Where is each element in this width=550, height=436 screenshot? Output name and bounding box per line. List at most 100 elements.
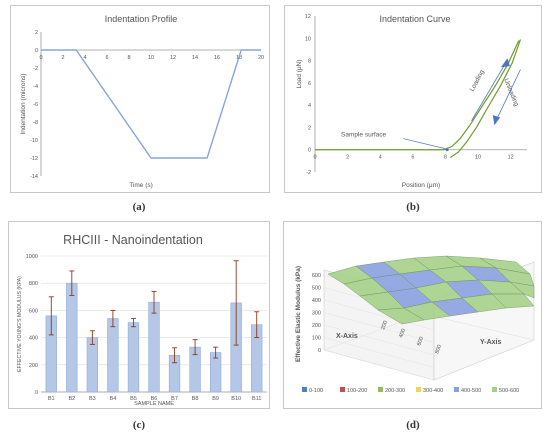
y-tick-label: -2 <box>33 66 38 72</box>
legend-label: 0-100 <box>309 388 323 394</box>
z-axis-label: Effective Elastic Modulus (kPa) <box>295 266 302 362</box>
z-gridline <box>323 299 435 331</box>
y-tick-label: 0 <box>35 48 38 54</box>
y-tick-label: 400 <box>29 336 38 342</box>
y-tick-label: 1000 <box>26 254 38 260</box>
x-tick-label: 400 <box>398 328 407 339</box>
bar-b3 <box>86 337 99 393</box>
x-axis-label: Time (s) <box>129 182 153 189</box>
x-tick-label: B7 <box>171 396 178 402</box>
x-tick-label: B3 <box>89 396 96 402</box>
x-axis-label: SAMPLE NAME <box>134 401 174 407</box>
annotation-unloading: Unloading <box>502 78 520 108</box>
y-axis-label: Load (μN) <box>296 59 303 88</box>
legend-label: 100-200 <box>347 388 367 394</box>
surface-facet <box>509 281 535 299</box>
y-tick-label: -10 <box>30 138 38 144</box>
z-gridline <box>323 324 435 356</box>
x-tick-label: B5 <box>130 396 137 402</box>
panel-indentation-profile: Indentation Profile 2 0 -2 -4 -6 -8 -10 -12 -14 0 2… <box>10 5 270 193</box>
x-tick-label: B11 <box>252 396 261 402</box>
x-tick-label: B1 <box>48 396 55 402</box>
y-tick-label: 10 <box>305 36 311 42</box>
legend-label: 400-500 <box>461 388 481 394</box>
z-gridline <box>323 337 435 368</box>
unloading-series-line <box>450 39 522 159</box>
annotation-sample-surface-arrow <box>402 138 446 149</box>
z-tick-label: 300 <box>312 311 321 317</box>
z-tick-label: 400 <box>312 298 321 304</box>
x-tick-label: 200 <box>380 320 389 331</box>
z-gridline <box>323 312 435 343</box>
bar-b4 <box>107 318 119 393</box>
y-tick-label: 600 <box>29 308 38 314</box>
bar-b2 <box>66 282 78 393</box>
x-tick-label: 12 <box>170 55 176 61</box>
y-axis-label: Indentation (microns) <box>20 73 27 134</box>
x-tick-label: 16 <box>214 55 220 61</box>
x-tick-label: 4 <box>83 55 86 61</box>
chart-title: Indentation Curve <box>379 14 450 24</box>
x-tick-label: 2 <box>346 155 349 161</box>
legend-label: 500-600 <box>499 388 519 394</box>
x-tick-label: 0 <box>313 155 316 161</box>
x-tick-label: 6 <box>411 155 414 161</box>
indentation-curve-chart: Indentation Curve -2 0 2 4 6 8 10 12 0 2 4 6 8 10 12 Pos… <box>296 14 527 189</box>
sample-surface-point <box>445 148 449 152</box>
x-tick-label: 10 <box>148 55 154 61</box>
panel-nanoindentation-bars: RHCIII - Nanoindentation 0 200 400 600 800 100… <box>8 221 270 409</box>
z-tick-label: 600 <box>312 273 321 279</box>
x-tick-label: 20 <box>258 55 264 61</box>
x-tick-label: B2 <box>68 396 75 402</box>
chart-title: RHCIII - Nanoindentation <box>63 233 203 247</box>
legend-swatch <box>302 387 307 392</box>
panel-elastic-modulus-surface: 0 100 200 300 400 500 600 Effective Elastic Mod… <box>283 221 542 409</box>
x-tick-label: B9 <box>212 396 219 402</box>
y-tick-label: 6 <box>308 81 311 87</box>
loading-arrow <box>471 62 507 121</box>
y-tick-label: 12 <box>305 14 311 20</box>
caption-c: (c) <box>132 419 146 431</box>
y-tick-label: -12 <box>30 156 38 162</box>
y-tick-label: -14 <box>30 174 38 180</box>
y-tick-label: 0 <box>35 390 38 396</box>
annotation-sample-surface: Sample surface <box>341 131 387 138</box>
legend-swatch <box>416 387 421 392</box>
unloading-arrow-head <box>492 115 501 126</box>
caption-b: (b) <box>406 201 420 213</box>
x-tick-label: 14 <box>192 55 198 61</box>
nanoindentation-bar-chart: RHCIII - Nanoindentation 0 200 400 600 800 100… <box>17 233 267 407</box>
z-tick-label: 200 <box>312 323 321 329</box>
x-tick-label: 8 <box>127 55 130 61</box>
panel-indentation-curve: Indentation Curve -2 0 2 4 6 8 10 12 0 2 4 6 8 10 12 Pos… <box>284 5 542 193</box>
y-tick-label: -6 <box>33 102 38 108</box>
x-tick-label: 8 <box>444 155 447 161</box>
bar-b5 <box>127 322 140 393</box>
x-tick-label: B6 <box>151 396 158 402</box>
annotation-loading: Loading <box>469 69 486 93</box>
y-axis-label: EFFECTIVE YOUNG'S MODULUS (KPA) <box>17 276 23 372</box>
caption-d: (d) <box>406 419 420 431</box>
y-axis-label: Y-Axis <box>480 339 502 346</box>
legend-swatch <box>378 387 383 392</box>
legend-swatch <box>340 387 345 392</box>
x-tick-label: 2 <box>61 55 64 61</box>
legend-label: 300-400 <box>423 388 443 394</box>
y-tick-label: 800 <box>29 281 38 287</box>
z-tick-label: 0 <box>318 348 321 354</box>
y-tick-label: 4 <box>308 103 311 109</box>
loading-arrow-head <box>500 58 510 68</box>
surface-facet <box>491 293 535 309</box>
x-tick-label: 800 <box>434 344 443 355</box>
legend-swatch <box>492 387 497 392</box>
y-tick-label: -2 <box>306 170 311 176</box>
y-tick-label: 0 <box>308 148 311 154</box>
x-tick-label: 4 <box>379 155 382 161</box>
x-tick-label: B4 <box>110 396 117 402</box>
caption-a: (a) <box>132 201 146 213</box>
y-tick-label: -4 <box>33 84 38 90</box>
x-tick-label: 6 <box>105 55 108 61</box>
chart-title: Indentation Profile <box>105 14 178 24</box>
y-tick-label: 8 <box>308 59 311 65</box>
